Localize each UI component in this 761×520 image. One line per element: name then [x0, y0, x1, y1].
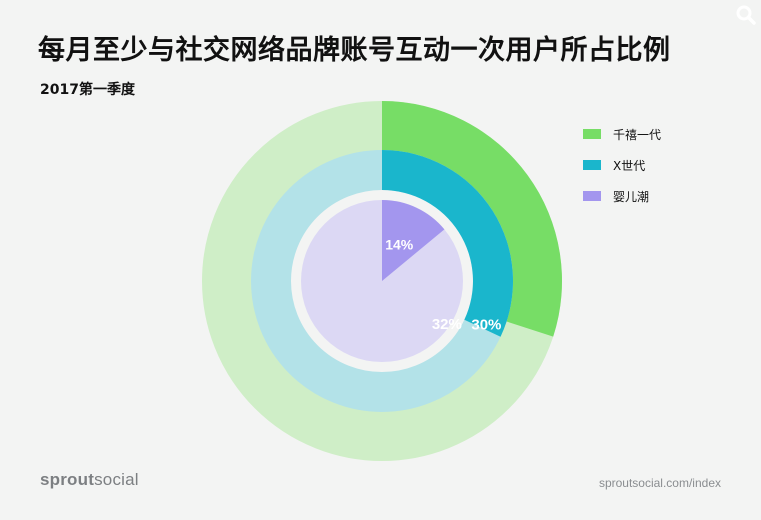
legend-item-baby-boomers: 婴儿潮 — [583, 186, 661, 206]
source-url: sproutsocial.com/index — [598, 476, 721, 490]
legend-item-millennials: 千禧一代 — [583, 124, 661, 144]
ring-segment — [382, 150, 513, 337]
data-label: 14% — [385, 236, 414, 252]
brand-sprout: sprout — [40, 470, 95, 489]
legend-swatch — [583, 129, 601, 139]
brand-social: social — [94, 470, 139, 489]
legend-item-gen-x: X世代 — [583, 155, 661, 175]
data-label: 30% — [471, 317, 501, 334]
search-icon[interactable] — [735, 4, 757, 26]
ring-segment — [382, 200, 445, 281]
chart-title: 每月至少与社交网络品牌账号互动一次用户所占比例 — [38, 35, 671, 66]
legend-label: X世代 — [613, 158, 646, 173]
chart-subtitle: 2017第一季度 — [40, 82, 135, 98]
legend-label: 婴儿潮 — [613, 189, 650, 204]
legend-swatch — [583, 191, 601, 201]
legend-label: 千禧一代 — [613, 127, 662, 142]
legend: 千禧一代 X世代 婴儿潮 — [583, 124, 661, 217]
legend-swatch — [583, 160, 601, 170]
data-label: 32% — [432, 316, 462, 333]
brand-logo: sproutsocial — [40, 470, 139, 490]
ring-segment — [382, 101, 562, 337]
